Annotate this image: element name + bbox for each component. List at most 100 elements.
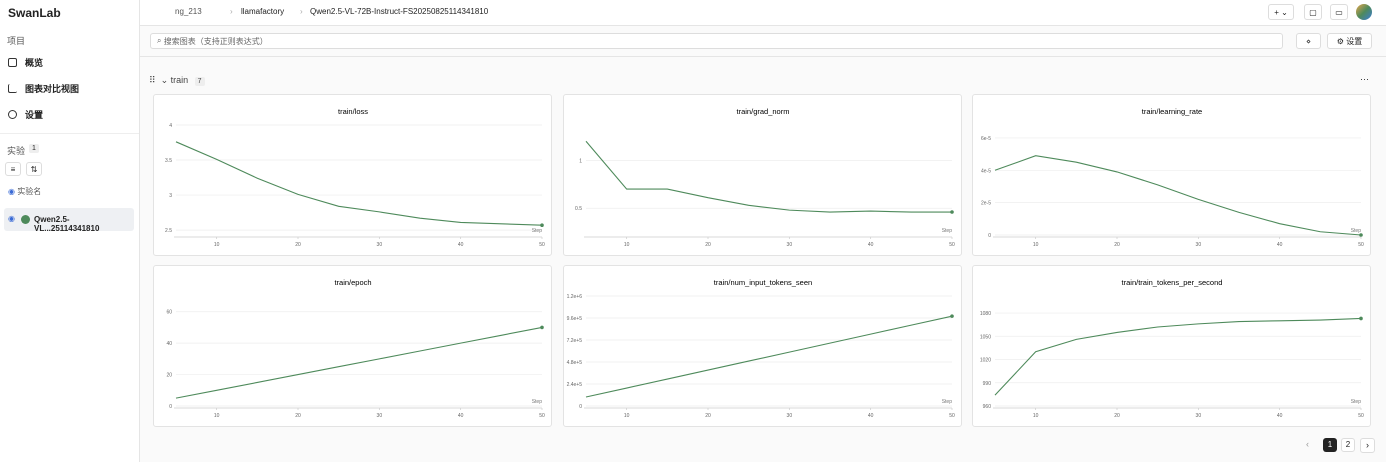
y-tick-label: 3	[169, 193, 172, 199]
x-axis-label: Step	[941, 228, 952, 234]
chart: train/loss 2.5 3 3.5 4 10 20 30 40 50 Step	[165, 107, 545, 248]
sort-button[interactable]: ⇅	[26, 162, 42, 176]
y-tick-label: 20	[166, 373, 172, 379]
y-tick-label: 7.2e+5	[566, 338, 582, 344]
breadcrumb[interactable]: ng_213	[175, 7, 202, 16]
y-tick-label: 0	[169, 404, 172, 410]
experiment-row[interactable]: ◉ Qwen2.5-VL...25114341810	[4, 208, 134, 233]
divider	[0, 133, 139, 134]
page-button[interactable]: 2	[1341, 438, 1355, 452]
y-tick-label: 2e-5	[981, 201, 991, 207]
y-tick-label: 3.5	[165, 158, 172, 164]
logo[interactable]: SwanLab	[8, 6, 61, 20]
x-tick-label: 30	[377, 413, 383, 419]
x-tick-label: 40	[458, 242, 464, 248]
chart: train/learning_rate 0 2e-5 4e-5 6e-5 10 20 30 40…	[981, 107, 1364, 248]
nav-item[interactable]: 概览	[8, 56, 43, 69]
y-tick-label: 1050	[980, 334, 991, 340]
section-count: 7	[194, 77, 205, 86]
chart: train/num_input_tokens_seen 0 2.4e+5 4.8e+5…	[566, 278, 954, 419]
chart-title: train/loss	[338, 107, 368, 116]
end-point	[540, 325, 544, 330]
chart-title: train/num_input_tokens_seen	[713, 278, 811, 287]
settings-button[interactable]: ⚙ 设置	[1327, 33, 1372, 49]
x-tick-label: 40	[867, 242, 873, 248]
nav-label: 设置	[25, 110, 44, 120]
x-tick-label: 10	[214, 242, 220, 248]
y-tick-label: 960	[983, 404, 992, 410]
y-tick-label: 60	[166, 310, 172, 316]
feedback-button[interactable]: ▭	[1330, 4, 1348, 20]
chart-card: train/epoch 0 20 40 60 10 20 30 40 50 Step	[153, 265, 552, 427]
prev-page[interactable]: ‹	[1306, 439, 1309, 449]
y-tick-label: 2.4e+5	[566, 382, 582, 388]
chart: train/grad_norm 0.5 1 10 20 30 40 50 Step	[575, 107, 955, 248]
breadcrumb[interactable]: llamafactory	[241, 7, 285, 16]
end-point	[1359, 316, 1363, 321]
chart-card: train/learning_rate 0 2e-5 4e-5 6e-5 10 20 30 40…	[972, 94, 1371, 256]
y-tick-label: 0	[579, 404, 582, 410]
y-tick-label: 1.2e+6	[566, 294, 582, 300]
x-tick-label: 20	[1114, 242, 1120, 248]
x-tick-label: 20	[295, 413, 301, 419]
x-tick-label: 30	[1196, 242, 1202, 248]
series-line	[994, 155, 1362, 236]
docs-button[interactable]: ▢	[1304, 4, 1322, 20]
y-tick-label: 0	[988, 233, 991, 239]
y-tick-label: 4	[169, 123, 172, 129]
x-tick-label: 30	[786, 413, 792, 419]
avatar[interactable]	[1356, 4, 1372, 20]
layout-button[interactable]: ⋄	[1296, 33, 1321, 49]
nav-item[interactable]: 图表对比视图	[8, 82, 79, 95]
y-tick-label: 4e-5	[981, 168, 991, 174]
y-tick-label: 1	[579, 158, 582, 164]
end-point	[949, 210, 954, 214]
section-header[interactable]: ⠿ ⌄ train 7	[149, 75, 205, 86]
y-tick-label: 2.5	[165, 228, 172, 234]
x-tick-label: 10	[623, 242, 629, 248]
x-axis-label: Step	[532, 228, 543, 234]
series-line	[994, 317, 1362, 396]
add-button[interactable]: + ⌄	[1268, 4, 1294, 20]
x-tick-label: 30	[1196, 413, 1202, 419]
x-tick-label: 10	[623, 413, 629, 419]
end-point	[949, 314, 954, 318]
x-tick-label: 30	[377, 242, 383, 248]
next-page[interactable]: ›	[1360, 438, 1375, 453]
x-tick-label: 40	[1277, 242, 1283, 248]
x-tick-label: 10	[1033, 413, 1039, 419]
sidebar: SwanLab 项目 概览 图表对比视图 设置 实验 1 ≡ ⇅ ◉ 实验名 ◉…	[0, 0, 140, 462]
chart: train/train_tokens_per_second 960 990 1020 1…	[980, 278, 1364, 419]
x-axis-label: Step	[1351, 399, 1362, 405]
column-label: 实验名	[17, 187, 42, 196]
chart-title: train/train_tokens_per_second	[1122, 278, 1223, 287]
section-menu[interactable]: ···	[1360, 74, 1369, 84]
y-tick-label: 1080	[980, 311, 991, 317]
series-line	[585, 315, 952, 398]
section-name: train	[170, 75, 189, 85]
x-axis-label: Step	[532, 399, 543, 405]
x-tick-label: 10	[1033, 242, 1039, 248]
x-tick-label: 20	[295, 242, 301, 248]
chart-card: train/loss 2.5 3 3.5 4 10 20 30 40 50 Step	[153, 94, 552, 256]
x-tick-label: 50	[949, 242, 955, 248]
x-tick-label: 10	[214, 413, 220, 419]
x-axis-label: Step	[1351, 228, 1362, 234]
nav-item[interactable]: 设置	[8, 108, 43, 121]
x-tick-label: 50	[539, 413, 545, 419]
page-button[interactable]: 1	[1323, 438, 1337, 452]
nav-label: 图表对比视图	[25, 84, 80, 94]
divider	[140, 56, 1386, 57]
y-tick-label: 990	[983, 381, 992, 387]
x-tick-label: 40	[1277, 413, 1283, 419]
experiment-name: Qwen2.5-VL...25114341810	[34, 215, 100, 233]
chart-card: train/num_input_tokens_seen 0 2.4e+5 4.8e+5…	[562, 265, 962, 427]
y-tick-label: 1020	[980, 358, 991, 364]
top-bar: ng_213 › llamafactory › Qwen2.5-VL-72B-I…	[140, 0, 1386, 26]
chart-title: train/epoch	[334, 278, 371, 287]
x-axis-label: Step	[941, 399, 952, 405]
filter-button[interactable]: ≡	[5, 162, 21, 176]
x-tick-label: 20	[705, 413, 711, 419]
search-box[interactable]: ⌕ 搜索图表（支持正则表达式）	[150, 33, 1283, 49]
